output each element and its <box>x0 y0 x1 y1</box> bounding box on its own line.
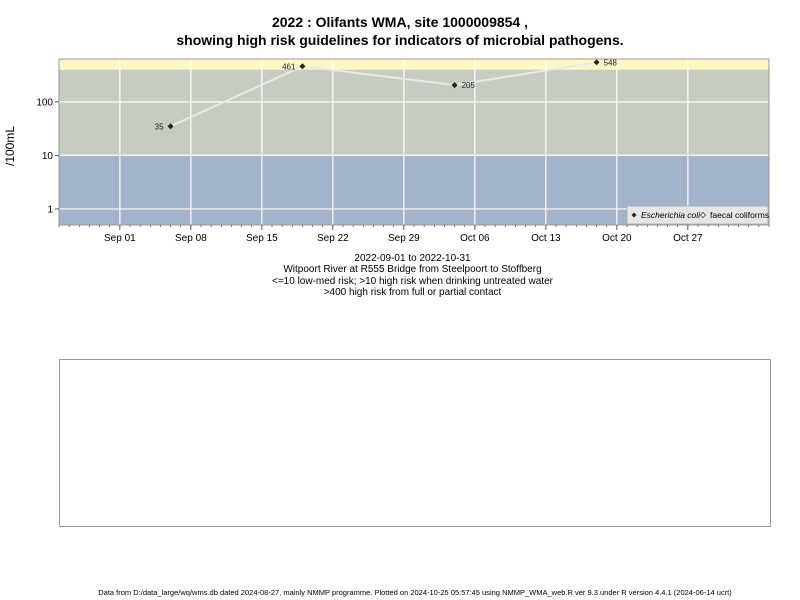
x-tick-label: Sep 01 <box>104 233 136 244</box>
x-tick-label: Oct 20 <box>602 233 632 244</box>
legend-faecal-label: faecal coliforms <box>710 210 769 220</box>
legend-ecoli-label: Escherichia coli <box>641 210 701 220</box>
ecoli-value-label: 35 <box>155 122 164 131</box>
y-axis: 1 10 100 <box>36 97 59 215</box>
x-tick-label: Oct 13 <box>531 233 561 244</box>
date-range-text: 2022-09-01 to 2022-10-31 <box>354 253 471 264</box>
ecoli-line <box>170 61 597 128</box>
risk-band-1 <box>59 69 769 156</box>
x-tick-label: Oct 06 <box>460 233 490 244</box>
chart: Sep 01 Sep 08 Sep 15 Sep 22 Sep 29 Oct 06 Oct … <box>3 58 770 244</box>
risk-guideline-2: >400 high risk from full or partial cont… <box>323 287 502 298</box>
footer-note: Data from D:/data_large/wq/wms.db dated … <box>98 588 732 597</box>
ecoli-point <box>167 123 174 130</box>
y-tick-label: 10 <box>42 151 54 162</box>
chart-title-line2: showing high risk guidelines for indicat… <box>176 32 624 48</box>
y-axis-label: /100mL <box>3 126 17 166</box>
x-tick-label: Oct 27 <box>673 233 703 244</box>
x-tick-label: Sep 29 <box>388 233 420 244</box>
ecoli-value-label: 548 <box>604 58 618 67</box>
series-layer: 35 461 205 548 <box>155 58 618 131</box>
risk-guideline-1: <=10 low-med risk; >10 high risk when dr… <box>272 276 553 287</box>
y-tick-label: 100 <box>36 97 53 108</box>
ecoli-value-label: 461 <box>282 62 296 71</box>
site-description: Witpoort River at R555 Bridge from Steel… <box>283 264 542 275</box>
chart-title-line1: 2022 : Olifants WMA, site 1000009854 , <box>271 14 528 30</box>
legend-box <box>626 205 769 225</box>
x-tick-label: Sep 22 <box>317 233 349 244</box>
legend-ecoli-marker <box>631 212 637 218</box>
empty-panel <box>59 359 771 527</box>
x-axis: Sep 01 Sep 08 Sep 15 Sep 22 Sep 29 Oct 06 Oct … <box>58 225 770 244</box>
x-tick-label: Sep 15 <box>246 233 278 244</box>
legend-faecal-marker <box>700 212 706 218</box>
x-tick-label: Sep 08 <box>175 233 207 244</box>
ecoli-point <box>299 63 306 70</box>
legend: Escherichia coli faecal coliforms <box>626 205 769 225</box>
y-tick-label: 1 <box>47 204 53 215</box>
risk-band-2 <box>59 59 769 70</box>
ecoli-point <box>451 82 458 89</box>
ecoli-point <box>593 59 600 66</box>
ecoli-value-label: 205 <box>462 81 476 90</box>
risk-bands <box>59 59 769 225</box>
